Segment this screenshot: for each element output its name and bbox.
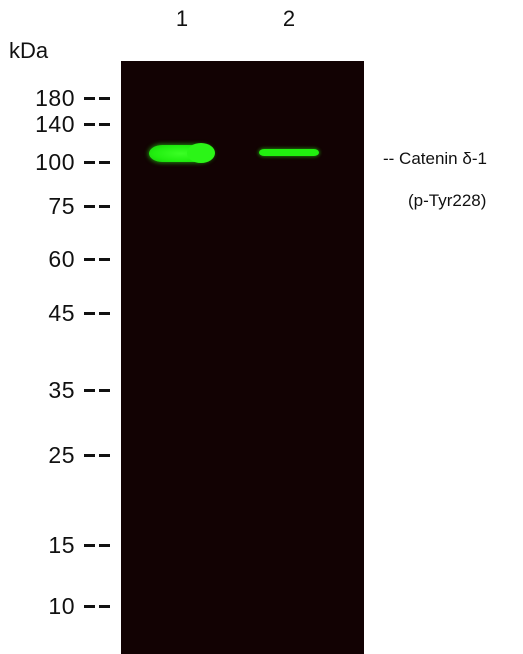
marker-dash	[84, 604, 110, 608]
marker-100: 100	[0, 149, 110, 175]
marker-value: 15	[48, 532, 75, 558]
marker-75: 75	[0, 193, 110, 219]
lane-number-2: 2	[282, 6, 296, 31]
target-protein-label: -- Catenin δ-1	[383, 149, 487, 168]
marker-value: 25	[48, 442, 75, 468]
molecular-weight-unit: kDa	[9, 38, 49, 63]
marker-140: 140	[0, 111, 110, 137]
marker-25: 25	[0, 442, 110, 468]
marker-dash	[84, 543, 110, 547]
marker-value: 140	[35, 111, 75, 137]
marker-value: 35	[48, 377, 75, 403]
marker-value: 75	[48, 193, 75, 219]
marker-value: 10	[48, 593, 75, 619]
phospho-site-label: (p-Tyr228)	[408, 191, 487, 210]
marker-value: 60	[48, 246, 75, 272]
marker-value: 180	[35, 85, 75, 111]
marker-35: 35	[0, 377, 110, 403]
marker-15: 15	[0, 532, 110, 558]
marker-value: 100	[35, 149, 75, 175]
marker-60: 60	[0, 246, 110, 272]
marker-dash	[84, 388, 110, 392]
marker-dash	[84, 311, 110, 315]
marker-dash	[84, 96, 110, 100]
band-lane-2	[259, 149, 319, 156]
marker-value: 45	[48, 300, 75, 326]
marker-dash	[84, 453, 110, 457]
marker-dash	[84, 160, 110, 164]
band-lane-1-edge	[187, 143, 215, 163]
marker-45: 45	[0, 300, 110, 326]
marker-dash	[84, 122, 110, 126]
marker-10: 10	[0, 593, 110, 619]
marker-dash	[84, 257, 110, 261]
blot-membrane	[121, 61, 364, 654]
lane-number-1: 1	[175, 6, 189, 31]
marker-180: 180	[0, 85, 110, 111]
marker-dash	[84, 204, 110, 208]
